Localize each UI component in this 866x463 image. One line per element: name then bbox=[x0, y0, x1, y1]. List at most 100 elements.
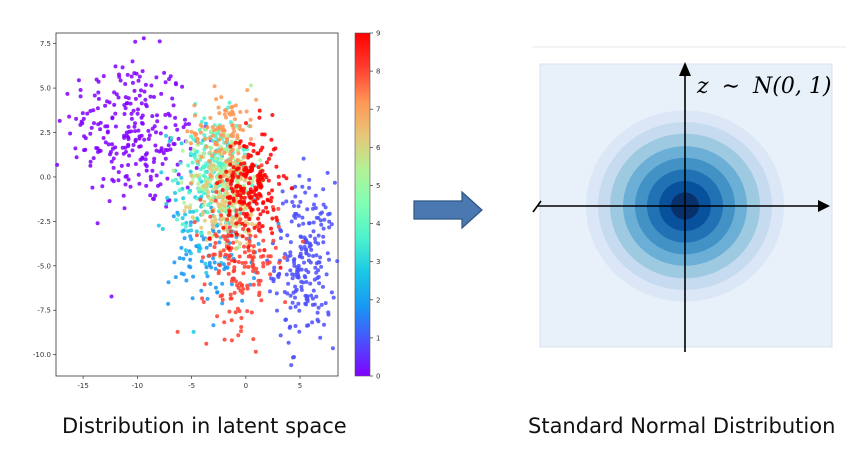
scatter-point bbox=[222, 267, 227, 272]
scatter-point bbox=[151, 196, 155, 201]
scatter-point bbox=[242, 264, 247, 269]
scatter-point bbox=[207, 236, 212, 241]
scatter-point bbox=[266, 191, 271, 196]
scatter-point bbox=[232, 160, 237, 165]
scatter-point bbox=[262, 248, 267, 253]
scatter-point bbox=[211, 323, 216, 328]
scatter-point bbox=[158, 131, 163, 136]
scatter-point bbox=[242, 244, 246, 249]
scatter-point bbox=[235, 133, 240, 138]
scatter-point bbox=[68, 131, 73, 136]
scatter-point bbox=[219, 147, 224, 152]
scatter-point bbox=[132, 71, 137, 76]
scatter-point bbox=[215, 290, 220, 295]
scatter-point bbox=[240, 234, 245, 239]
scatter-point bbox=[227, 100, 232, 105]
scatter-point bbox=[116, 95, 121, 100]
scatter-point bbox=[125, 72, 130, 77]
scatter-point bbox=[144, 164, 149, 169]
scatter-point bbox=[260, 168, 265, 173]
scatter-point bbox=[299, 288, 304, 292]
scatter-point bbox=[232, 259, 237, 264]
scatter-point bbox=[205, 194, 210, 199]
scatter-point bbox=[114, 92, 119, 97]
scatter-point bbox=[272, 269, 276, 273]
scatter-point bbox=[248, 117, 253, 122]
scatter-point bbox=[202, 218, 207, 223]
scatter-point bbox=[257, 108, 262, 113]
scatter-point bbox=[158, 182, 163, 187]
scatter-point bbox=[172, 260, 177, 265]
scatter-point bbox=[325, 251, 330, 256]
scatter-point bbox=[255, 151, 260, 156]
scatter-point bbox=[126, 96, 131, 101]
scatter-point bbox=[228, 152, 233, 157]
scatter-point bbox=[270, 188, 275, 193]
scatter-point bbox=[96, 90, 101, 95]
scatter-point bbox=[261, 201, 265, 206]
scatter-point bbox=[298, 244, 303, 249]
scatter-point bbox=[202, 282, 207, 287]
scatter-point bbox=[166, 280, 171, 285]
scatter-point bbox=[258, 172, 263, 177]
scatter-point bbox=[114, 151, 119, 156]
scatter-point bbox=[205, 210, 210, 215]
scatter-point bbox=[210, 219, 214, 224]
scatter-point bbox=[265, 261, 270, 266]
scatter-point bbox=[212, 245, 217, 249]
scatter-point bbox=[315, 310, 320, 315]
scatter-point bbox=[219, 157, 224, 161]
scatter-point bbox=[175, 329, 180, 334]
scatter-point bbox=[96, 96, 101, 101]
scatter-point bbox=[308, 234, 313, 238]
scatter-point bbox=[198, 197, 203, 202]
scatter-point bbox=[201, 203, 206, 208]
scatter-point bbox=[234, 224, 239, 229]
scatter-point bbox=[303, 190, 308, 195]
scatter-point bbox=[152, 95, 156, 99]
scatter-point bbox=[249, 137, 253, 141]
scatter-point bbox=[190, 296, 195, 301]
scatter-point bbox=[252, 225, 257, 230]
scatter-point bbox=[180, 84, 185, 89]
scatter-point bbox=[129, 116, 134, 121]
scatter-point bbox=[192, 103, 197, 108]
scatter-point bbox=[230, 189, 235, 194]
scatter-point bbox=[229, 233, 234, 238]
scatter-point bbox=[146, 128, 151, 133]
scatter-point bbox=[238, 110, 243, 114]
scatter-point bbox=[105, 130, 110, 135]
scatter-point bbox=[226, 246, 231, 251]
scatter-point bbox=[188, 234, 193, 239]
scatter-point bbox=[205, 125, 210, 130]
scatter-point bbox=[303, 237, 308, 242]
scatter-point bbox=[216, 105, 221, 110]
scatter-point bbox=[194, 166, 199, 170]
scatter-point bbox=[233, 246, 238, 251]
scatter-point bbox=[277, 271, 282, 276]
scatter-point bbox=[142, 89, 147, 94]
scatter-point bbox=[215, 195, 220, 200]
scatter-point bbox=[187, 264, 192, 269]
scatter-point bbox=[124, 101, 129, 106]
colorbar-gradient bbox=[354, 32, 371, 377]
scatter-point bbox=[207, 253, 212, 258]
scatter-point bbox=[208, 243, 213, 247]
scatter-point bbox=[257, 282, 261, 287]
scatter-point bbox=[330, 346, 335, 351]
scatter-point bbox=[208, 281, 213, 286]
scatter-point bbox=[113, 64, 118, 69]
scatter-point bbox=[205, 274, 210, 279]
scatter-point bbox=[209, 168, 214, 173]
scatter-point bbox=[171, 214, 176, 219]
scatter-point bbox=[176, 136, 181, 141]
scatter-point bbox=[166, 301, 171, 306]
scatter-point bbox=[136, 107, 140, 112]
scatter-point bbox=[184, 139, 189, 144]
scatter-point bbox=[241, 227, 246, 231]
scatter-point bbox=[196, 159, 200, 164]
scatter-point bbox=[139, 101, 144, 106]
scatter-point bbox=[235, 179, 240, 184]
scatter-point bbox=[288, 250, 293, 255]
scatter-point bbox=[248, 124, 253, 129]
